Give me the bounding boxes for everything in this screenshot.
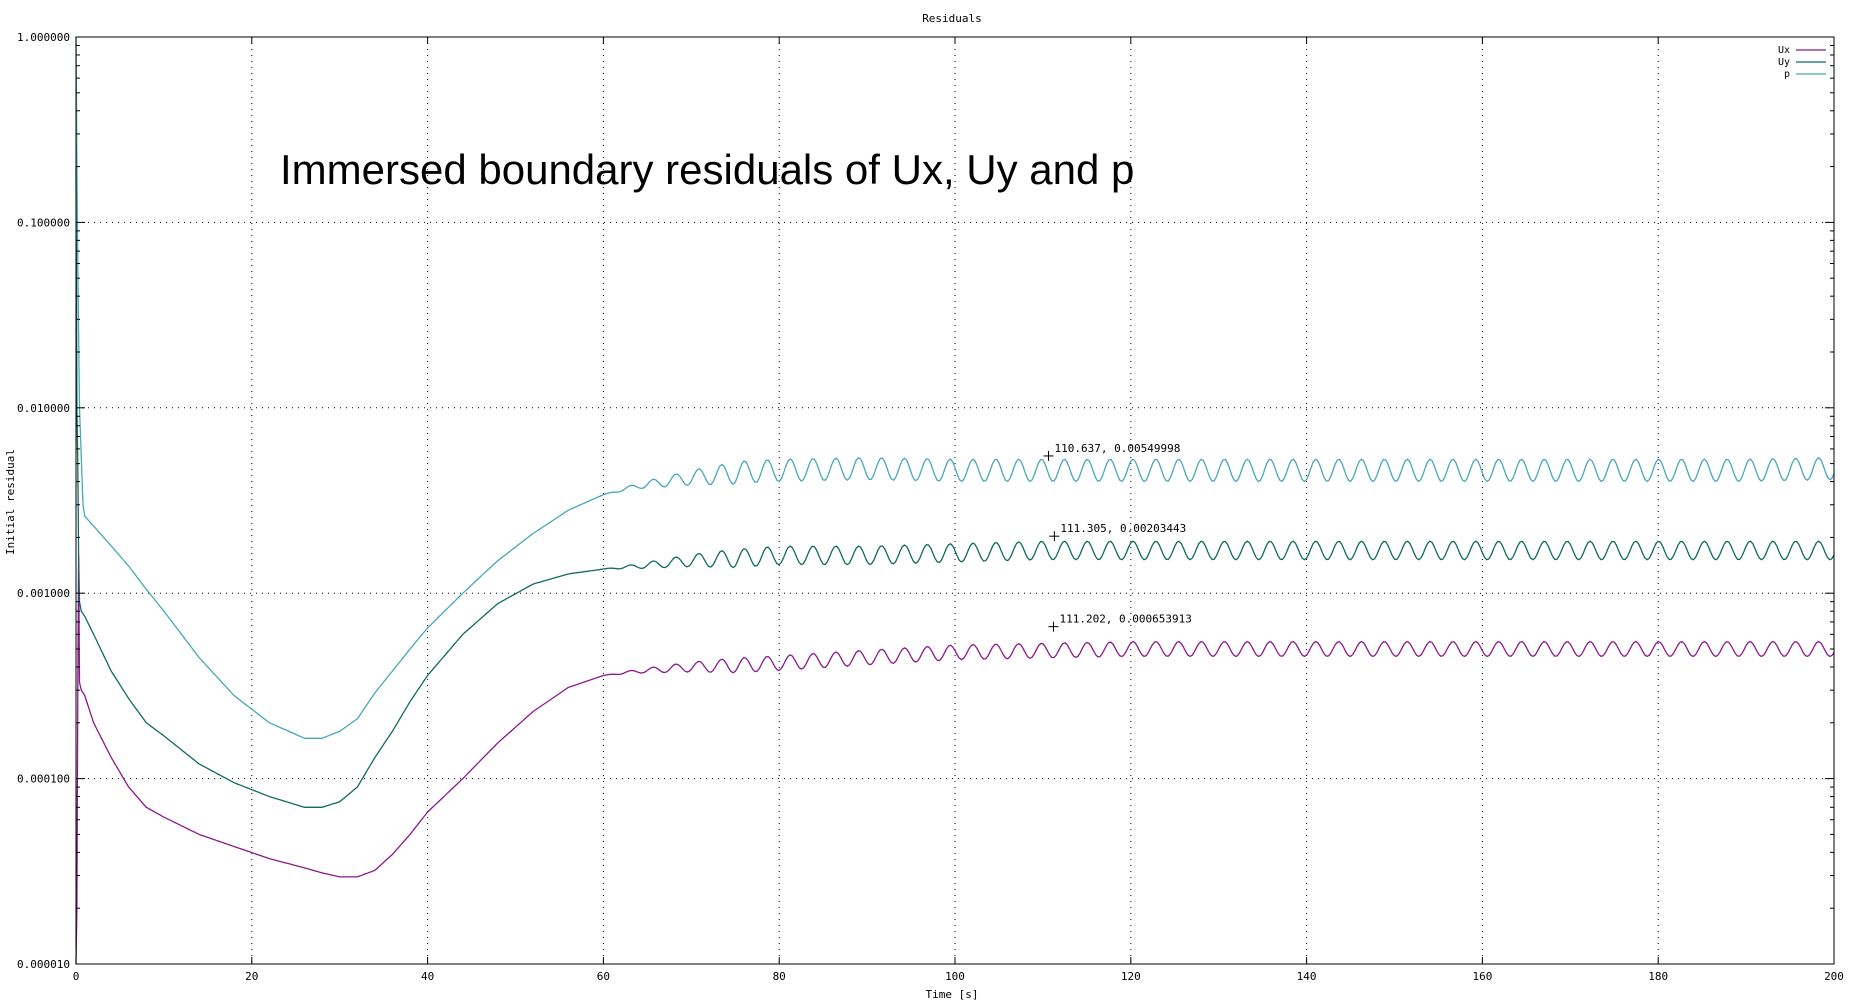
x-axis-label: Time [s]: [926, 988, 979, 1001]
x-tick-label: 140: [1297, 970, 1317, 983]
x-tick-label: 120: [1121, 970, 1141, 983]
x-tick-label: 200: [1824, 970, 1844, 983]
y-tick-label: 0.000010: [17, 958, 70, 971]
marker-label: 111.202, 0.000653913: [1059, 613, 1191, 626]
x-tick-label: 60: [597, 970, 610, 983]
x-tick-label: 160: [1472, 970, 1492, 983]
chart-annotation-text: Immersed boundary residuals of Ux, Uy an…: [280, 146, 1134, 193]
legend-label: Uy: [1778, 57, 1790, 68]
x-tick-label: 20: [245, 970, 258, 983]
legend-label: p: [1784, 69, 1790, 80]
y-axis-label: Initial residual: [4, 449, 17, 555]
series-line-uy: [75, 166, 1835, 808]
point-markers: 110.637, 0.00549998 111.305, 0.00203443 11…: [1043, 442, 1192, 632]
x-tick-label: 100: [945, 970, 965, 983]
series-line-ux: [75, 555, 1835, 965]
tick-marks: [75, 36, 1835, 965]
series-line-p: [75, 36, 1835, 739]
y-tick-label: 1.000000: [17, 31, 70, 44]
x-tick-label: 40: [421, 970, 434, 983]
x-tick-label: 0: [73, 970, 80, 983]
y-tick-label: 0.100000: [17, 216, 70, 229]
series-lines: [75, 36, 1835, 965]
x-tick-labels: 0 20 40 60 80 100 120 140 160 180 200: [73, 970, 1844, 983]
x-tick-label: 80: [773, 970, 786, 983]
y-tick-labels: 1.000000 0.100000 0.010000 0.001000 0.000100…: [17, 31, 70, 971]
y-tick-label: 0.010000: [17, 402, 70, 415]
marker-label: 111.305, 0.00203443: [1060, 522, 1186, 535]
x-tick-label: 180: [1648, 970, 1668, 983]
chart-title: Residuals: [922, 12, 982, 25]
marker-label: 110.637, 0.00549998: [1054, 442, 1180, 455]
y-tick-label: 0.000100: [17, 773, 70, 786]
legend-label: Ux: [1778, 45, 1790, 56]
y-tick-label: 0.001000: [17, 587, 70, 600]
